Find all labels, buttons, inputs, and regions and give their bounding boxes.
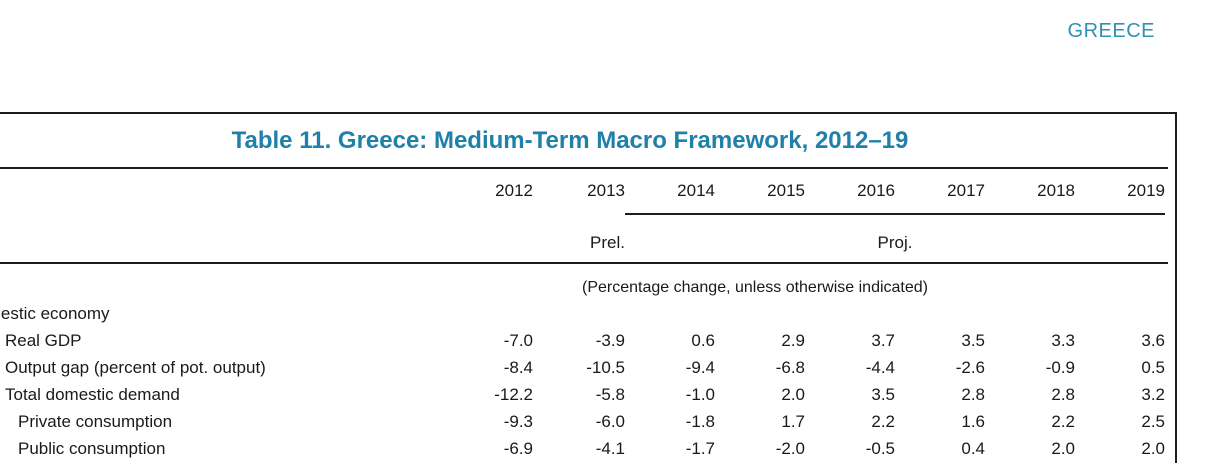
table-row: Output gap (percent of pot. output) -8.4 -…: [0, 354, 1168, 381]
row-label: Private consumption: [18, 412, 173, 431]
cell-value: 2.0: [781, 385, 805, 404]
year-header: 2019: [1127, 181, 1165, 200]
cell-value: -4.1: [595, 439, 625, 458]
cell-value: -6.0: [595, 412, 625, 431]
unit-note-row: (Percentage change, unless otherwise ind…: [0, 264, 1168, 312]
year-header: 2015: [767, 181, 805, 200]
proj-label: Proj.: [877, 232, 913, 252]
cell-value: 3.5: [961, 331, 985, 350]
cell-value: -2.6: [955, 358, 985, 377]
year-header: 2017: [947, 181, 985, 200]
cell-value: -0.5: [865, 439, 895, 458]
year-header: 2014: [677, 181, 715, 200]
row-label: Output gap (percent of pot. output): [5, 358, 266, 377]
cell-value: -6.9: [503, 439, 533, 458]
table-inner: Table 11. Greece: Medium-Term Macro Fram…: [0, 114, 1168, 462]
cell-value: -0.9: [1045, 358, 1075, 377]
cell-value: -1.7: [685, 439, 715, 458]
cell-value: -3.9: [595, 331, 625, 350]
cell-value: -1.8: [685, 412, 715, 431]
year-header: 2012: [495, 181, 533, 200]
row-label: Domestic economy: [0, 304, 110, 323]
cell-value: 2.2: [871, 412, 895, 431]
cell-value: 2.9: [781, 331, 805, 350]
cell-value: -10.5: [586, 358, 625, 377]
cell-value: 0.5: [1141, 358, 1165, 377]
year-header: 2018: [1037, 181, 1075, 200]
table-box: Table 11. Greece: Medium-Term Macro Fram…: [0, 112, 1177, 463]
cell-value: 0.6: [691, 331, 715, 350]
table-body: Domestic economy Real GDP -7.0 -3.9 0.6 2.9 3.…: [0, 300, 1168, 462]
cell-value: 1.7: [781, 412, 805, 431]
year-header-row: 2012 2013 2014 2015 2016 2017 2018 2019: [0, 169, 1168, 213]
cell-value: 3.3: [1051, 331, 1075, 350]
cell-value: -9.4: [685, 358, 715, 377]
cell-value: -7.0: [503, 331, 533, 350]
table-row: Public consumption -6.9 -4.1 -1.7 -2.0 -0.5 0.…: [0, 435, 1168, 462]
row-label: Total domestic demand: [5, 385, 180, 404]
proj-span-rule-row: [0, 213, 1168, 215]
cell-value: 2.8: [961, 385, 985, 404]
country-running-header: GREECE: [1067, 20, 1155, 42]
table-row: Total domestic demand -12.2 -5.8 -1.0 2.0 3.5…: [0, 381, 1168, 408]
cell-value: -12.2: [494, 385, 533, 404]
cell-value: 2.8: [1051, 385, 1075, 404]
cell-value: 2.5: [1141, 412, 1165, 431]
table-row: Real GDP -7.0 -3.9 0.6 2.9 3.7 3.5 3.3 3.6: [0, 327, 1168, 354]
cell-value: -6.8: [775, 358, 805, 377]
cell-value: 2.0: [1141, 439, 1165, 458]
cell-value: -8.4: [503, 358, 533, 377]
cell-value: 3.5: [871, 385, 895, 404]
cell-value: 1.6: [961, 412, 985, 431]
subheader-row: Prel. Proj.: [0, 215, 1168, 264]
cell-value: 0.4: [961, 439, 985, 458]
cell-value: -5.8: [595, 385, 625, 404]
row-label: Real GDP: [5, 331, 82, 350]
cell-value: -2.0: [775, 439, 805, 458]
cell-value: 2.0: [1051, 439, 1075, 458]
cell-value: 2.2: [1051, 412, 1075, 431]
proj-span-rule: [625, 213, 1165, 215]
table-row: Private consumption -9.3 -6.0 -1.8 1.7 2.2 1.6…: [0, 408, 1168, 435]
table-title: Table 11. Greece: Medium-Term Macro Fram…: [231, 127, 909, 154]
row-label: Public consumption: [18, 439, 166, 458]
table-section-row: Domestic economy: [0, 300, 1168, 327]
cell-value: 3.7: [871, 331, 895, 350]
cell-value: -9.3: [503, 412, 533, 431]
cell-value: 3.2: [1141, 385, 1165, 404]
title-divider: [0, 167, 1168, 169]
cell-value: -1.0: [685, 385, 715, 404]
cell-value: 3.6: [1141, 331, 1165, 350]
year-header: 2013: [587, 181, 625, 200]
year-header: 2016: [857, 181, 895, 200]
prel-label: Prel.: [590, 232, 625, 252]
unit-note: (Percentage change, unless otherwise ind…: [582, 279, 928, 296]
cell-value: -4.4: [865, 358, 895, 377]
